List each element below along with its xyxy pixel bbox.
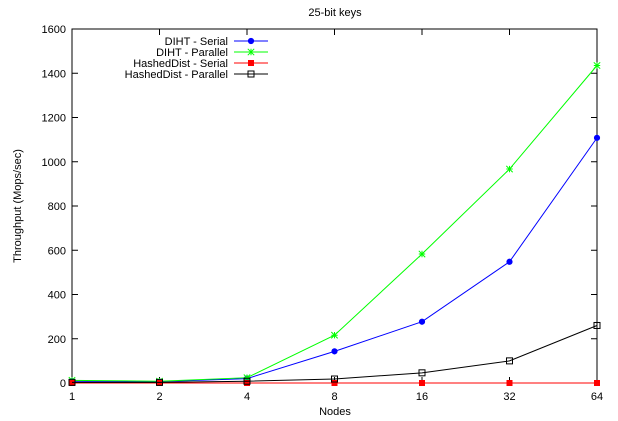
plot-frame	[71, 28, 598, 384]
x-axis: 1 2 4 8 16 32 64	[69, 29, 603, 403]
series-1	[68, 61, 601, 385]
data-point	[247, 70, 255, 78]
data-point	[330, 331, 339, 339]
x-tick-label: 8	[331, 391, 337, 403]
y-tick-label: 600	[48, 245, 66, 257]
legend-label: HashedDist - Parallel	[125, 69, 228, 81]
y-tick-label: 1600	[42, 24, 66, 36]
data-point	[418, 318, 426, 325]
data-point	[243, 377, 251, 385]
data-point	[506, 357, 513, 365]
x-tick-label: 4	[244, 391, 250, 403]
y-tick-label: 200	[48, 334, 66, 346]
y-axis: 0 200 400 600 800 1000 1200 1400 1600	[42, 24, 597, 390]
data-point	[156, 380, 163, 386]
y-tick-label: 400	[48, 290, 66, 302]
data-point	[156, 378, 163, 386]
data-point	[418, 369, 426, 377]
series-0	[68, 134, 601, 385]
x-axis-label: Nodes	[319, 406, 351, 418]
data-point	[68, 378, 76, 386]
data-point	[331, 380, 338, 386]
legend-label: DIHT - Serial	[165, 36, 228, 48]
data-point	[593, 134, 601, 141]
data-point	[594, 380, 600, 386]
x-tick-label: 2	[156, 391, 162, 403]
data-point	[244, 380, 250, 386]
data-point	[593, 321, 601, 329]
y-axis-label: Throughput (Mops/sec)	[12, 149, 24, 263]
data-point	[418, 250, 426, 258]
series-line	[72, 325, 598, 383]
data-point	[247, 48, 255, 56]
chart-title: 25-bit keys	[308, 7, 362, 19]
series-layer	[68, 61, 601, 386]
series-line	[71, 137, 598, 383]
data-point	[247, 37, 255, 45]
series-2	[69, 380, 600, 386]
y-tick-label: 1000	[42, 157, 66, 169]
x-tick-label: 64	[591, 391, 603, 403]
data-point	[506, 380, 513, 386]
y-tick-label: 0	[60, 378, 66, 390]
legend-label: DIHT - Parallel	[156, 47, 228, 59]
legend-label: HashedDist - Serial	[133, 58, 228, 70]
data-point	[593, 61, 601, 70]
y-tick-label: 1400	[42, 68, 66, 80]
data-point	[331, 348, 338, 355]
data-point	[505, 165, 514, 173]
data-point	[243, 374, 251, 382]
y-tick-label: 800	[48, 201, 66, 213]
data-point	[506, 258, 513, 265]
x-tick-label: 32	[503, 391, 515, 403]
data-point	[69, 380, 75, 386]
y-tick-label: 1200	[42, 113, 66, 125]
data-point	[331, 375, 338, 383]
series-3	[68, 321, 601, 386]
x-tick-label: 1	[69, 391, 75, 403]
data-point	[248, 60, 254, 66]
data-point	[419, 380, 425, 386]
x-tick-label: 16	[416, 391, 428, 403]
